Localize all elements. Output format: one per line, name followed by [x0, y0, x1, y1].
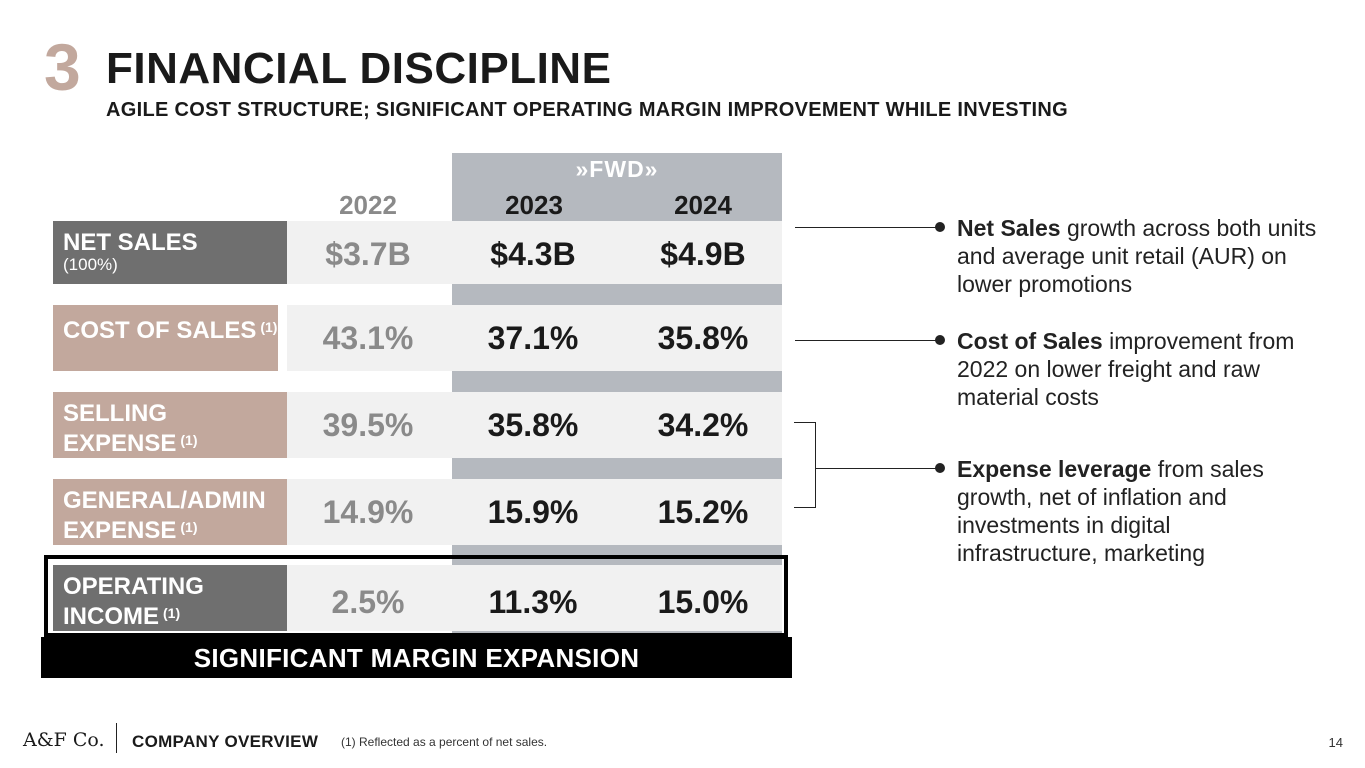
footnote-marker: (1)	[260, 319, 278, 335]
value-cell: 11.3%	[488, 584, 578, 620]
connector-line	[795, 340, 940, 341]
value-cell: $3.7B	[325, 236, 411, 272]
table-row	[287, 305, 782, 371]
value-cell: 35.8%	[657, 320, 749, 356]
row-label-operating-income: OPERATING INCOME (1)	[53, 565, 287, 631]
row-label-net-sales: NET SALES (100%)	[53, 221, 287, 284]
note-net-sales: Net Sales growth across both units and a…	[957, 214, 1317, 298]
section-number: 3	[44, 30, 81, 104]
value-cell: 15.9%	[487, 494, 579, 530]
year-header-2022: 2022	[339, 190, 397, 220]
table-row	[287, 221, 782, 284]
footnote-marker: (1)	[163, 605, 181, 621]
row-label-text: OPERATING INCOME	[63, 573, 204, 630]
value-cell: 15.0%	[657, 584, 749, 620]
page-title: FINANCIAL DISCIPLINE	[106, 44, 612, 93]
value-cell: 39.5%	[322, 407, 414, 443]
table-row	[287, 565, 782, 631]
bullet-dot	[935, 222, 945, 232]
note-bold: Cost of Sales	[957, 328, 1103, 354]
row-label-selling-expense: SELLING EXPENSE (1)	[53, 392, 287, 458]
row-label-text: SELLING EXPENSE	[63, 400, 177, 457]
value-cell: 35.8%	[487, 407, 579, 443]
table-row	[287, 392, 782, 458]
table-row	[287, 479, 782, 545]
row-label-text: NET SALES	[63, 229, 198, 256]
value-cell: 2.5%	[331, 584, 405, 620]
bracket-bottom	[794, 507, 816, 508]
footer-section-title: COMPANY OVERVIEW	[132, 732, 319, 751]
value-cell: $4.9B	[660, 236, 746, 272]
connector-line	[815, 468, 940, 469]
value-cell: $4.3B	[490, 236, 576, 272]
row-label-general-admin: GENERAL/ADMIN EXPENSE (1)	[53, 479, 287, 545]
note-bold: Net Sales	[957, 215, 1061, 241]
footnote-marker: (1)	[180, 432, 198, 448]
value-cell: 14.9%	[322, 494, 414, 530]
bullet-dot	[935, 335, 945, 345]
bracket-top	[794, 422, 816, 423]
value-cell: 37.1%	[487, 320, 579, 356]
year-header-2024: 2024	[674, 190, 732, 220]
bracket-vertical	[815, 422, 816, 508]
operating-income-highlight-box	[44, 555, 788, 637]
row-label-cost-of-sales: COST OF SALES (1)	[53, 305, 278, 371]
page-subtitle: AGILE COST STRUCTURE; SIGNIFICANT OPERAT…	[106, 99, 1068, 121]
footer-divider	[116, 723, 117, 753]
value-cell: 15.2%	[657, 494, 749, 530]
note-text: growth across both units and average uni…	[957, 215, 1317, 297]
row-label-text: COST OF SALES	[63, 317, 257, 344]
note-text: from sales growth, net of inflation and …	[957, 456, 1264, 566]
note-cost-of-sales: Cost of Sales improvement from 2022 on l…	[957, 327, 1317, 411]
row-label-subtext: (100%)	[63, 255, 118, 274]
note-expense-leverage: Expense leverage from sales growth, net …	[957, 455, 1317, 567]
connector-line	[795, 227, 940, 228]
footnote: (1) Reflected as a percent of net sales.	[341, 735, 548, 749]
page-number: 14	[1328, 735, 1343, 750]
company-logo: A&F Co.	[23, 729, 105, 751]
fwd-logo: »FWD»	[575, 156, 659, 182]
value-cell: 43.1%	[322, 320, 414, 356]
year-header-2023: 2023	[505, 190, 563, 220]
footnote-marker: (1)	[180, 519, 198, 535]
note-bold: Expense leverage	[957, 456, 1152, 482]
margin-expansion-banner: SIGNIFICANT MARGIN EXPANSION	[41, 637, 792, 678]
note-text: improvement from 2022 on lower freight a…	[957, 328, 1295, 410]
bullet-dot	[935, 463, 945, 473]
row-label-text: GENERAL/ADMIN EXPENSE	[63, 487, 266, 544]
value-cell: 34.2%	[657, 407, 749, 443]
